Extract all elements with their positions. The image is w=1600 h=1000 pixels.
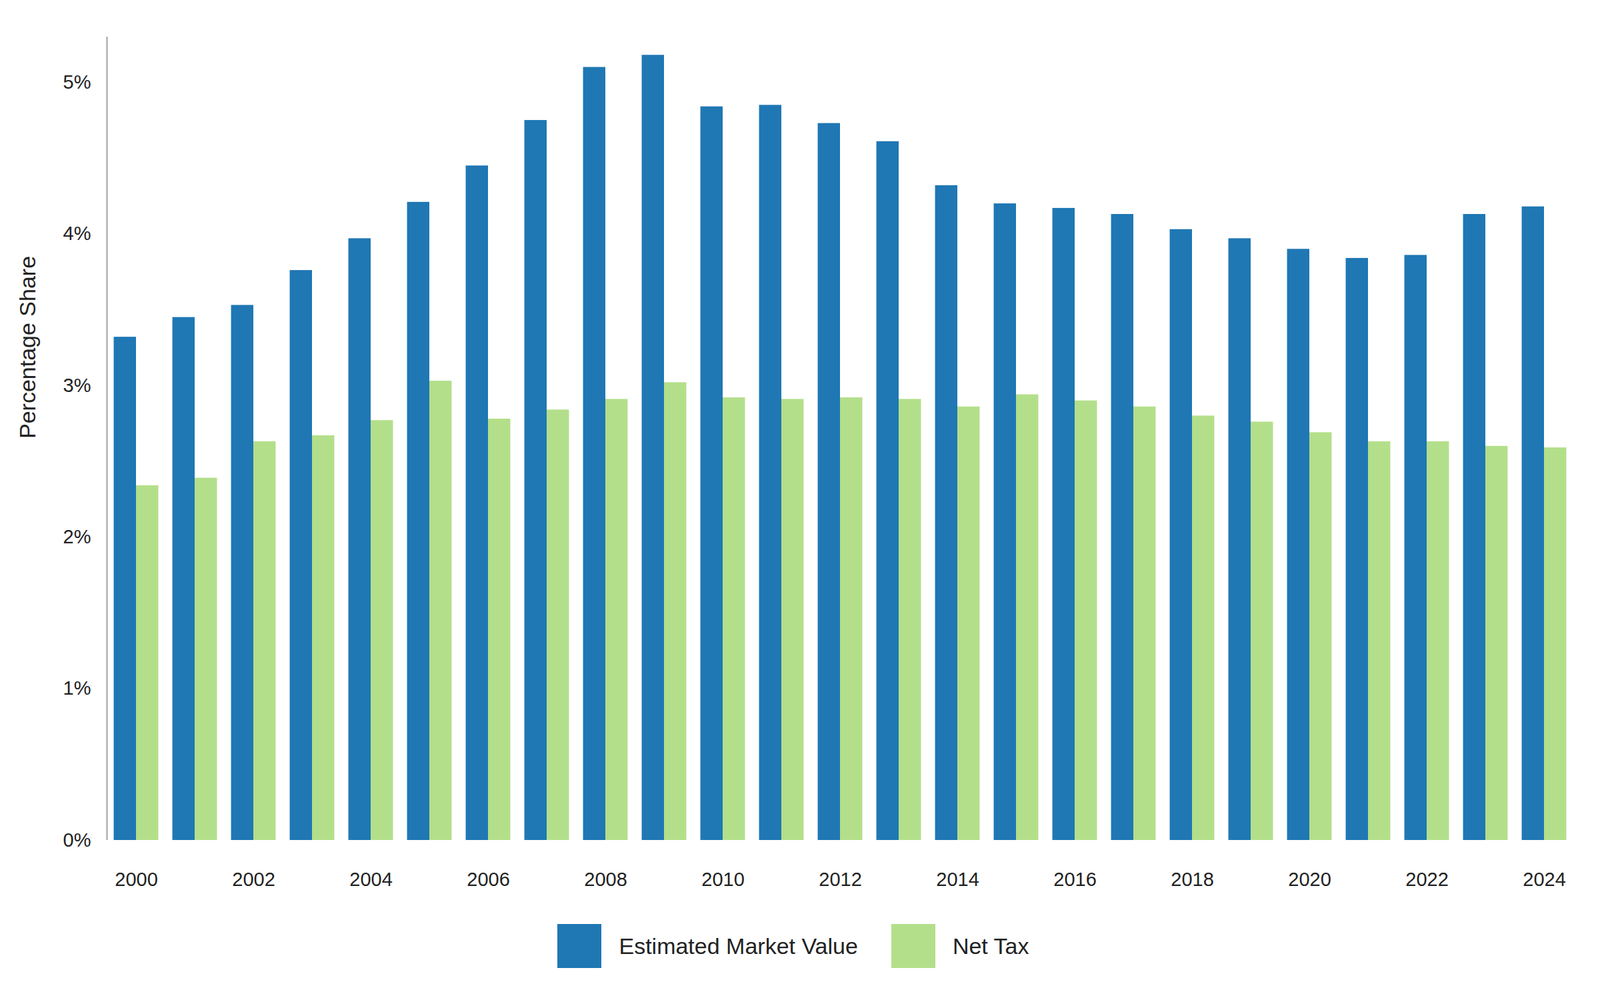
svg-text:2020: 2020 bbox=[1288, 868, 1332, 890]
svg-text:4%: 4% bbox=[63, 222, 92, 244]
svg-text:2022: 2022 bbox=[1405, 868, 1449, 890]
svg-text:2018: 2018 bbox=[1170, 868, 1214, 890]
svg-text:2%: 2% bbox=[63, 526, 92, 548]
svg-text:2010: 2010 bbox=[701, 868, 745, 890]
svg-text:2012: 2012 bbox=[818, 868, 862, 890]
html-text:Estimated Market Value: Estimated Market Value bbox=[619, 933, 858, 959]
svg-text:0%: 0% bbox=[63, 829, 92, 851]
svg-text:2008: 2008 bbox=[584, 868, 628, 890]
svg-text:2006: 2006 bbox=[466, 868, 510, 890]
svg-text:2002: 2002 bbox=[232, 868, 276, 890]
svg-text:1%: 1% bbox=[63, 677, 92, 699]
svg-text:2004: 2004 bbox=[349, 868, 393, 890]
svg-text:5%: 5% bbox=[63, 71, 92, 93]
svg-text:3%: 3% bbox=[63, 374, 92, 396]
svg-text:2000: 2000 bbox=[114, 868, 158, 890]
svg-text:2016: 2016 bbox=[1053, 868, 1097, 890]
svg-text:2024: 2024 bbox=[1522, 868, 1566, 890]
svg-text:Percentage Share: Percentage Share bbox=[14, 256, 40, 439]
svg-text:2014: 2014 bbox=[936, 868, 980, 890]
html-text:Net Tax: Net Tax bbox=[952, 933, 1029, 959]
